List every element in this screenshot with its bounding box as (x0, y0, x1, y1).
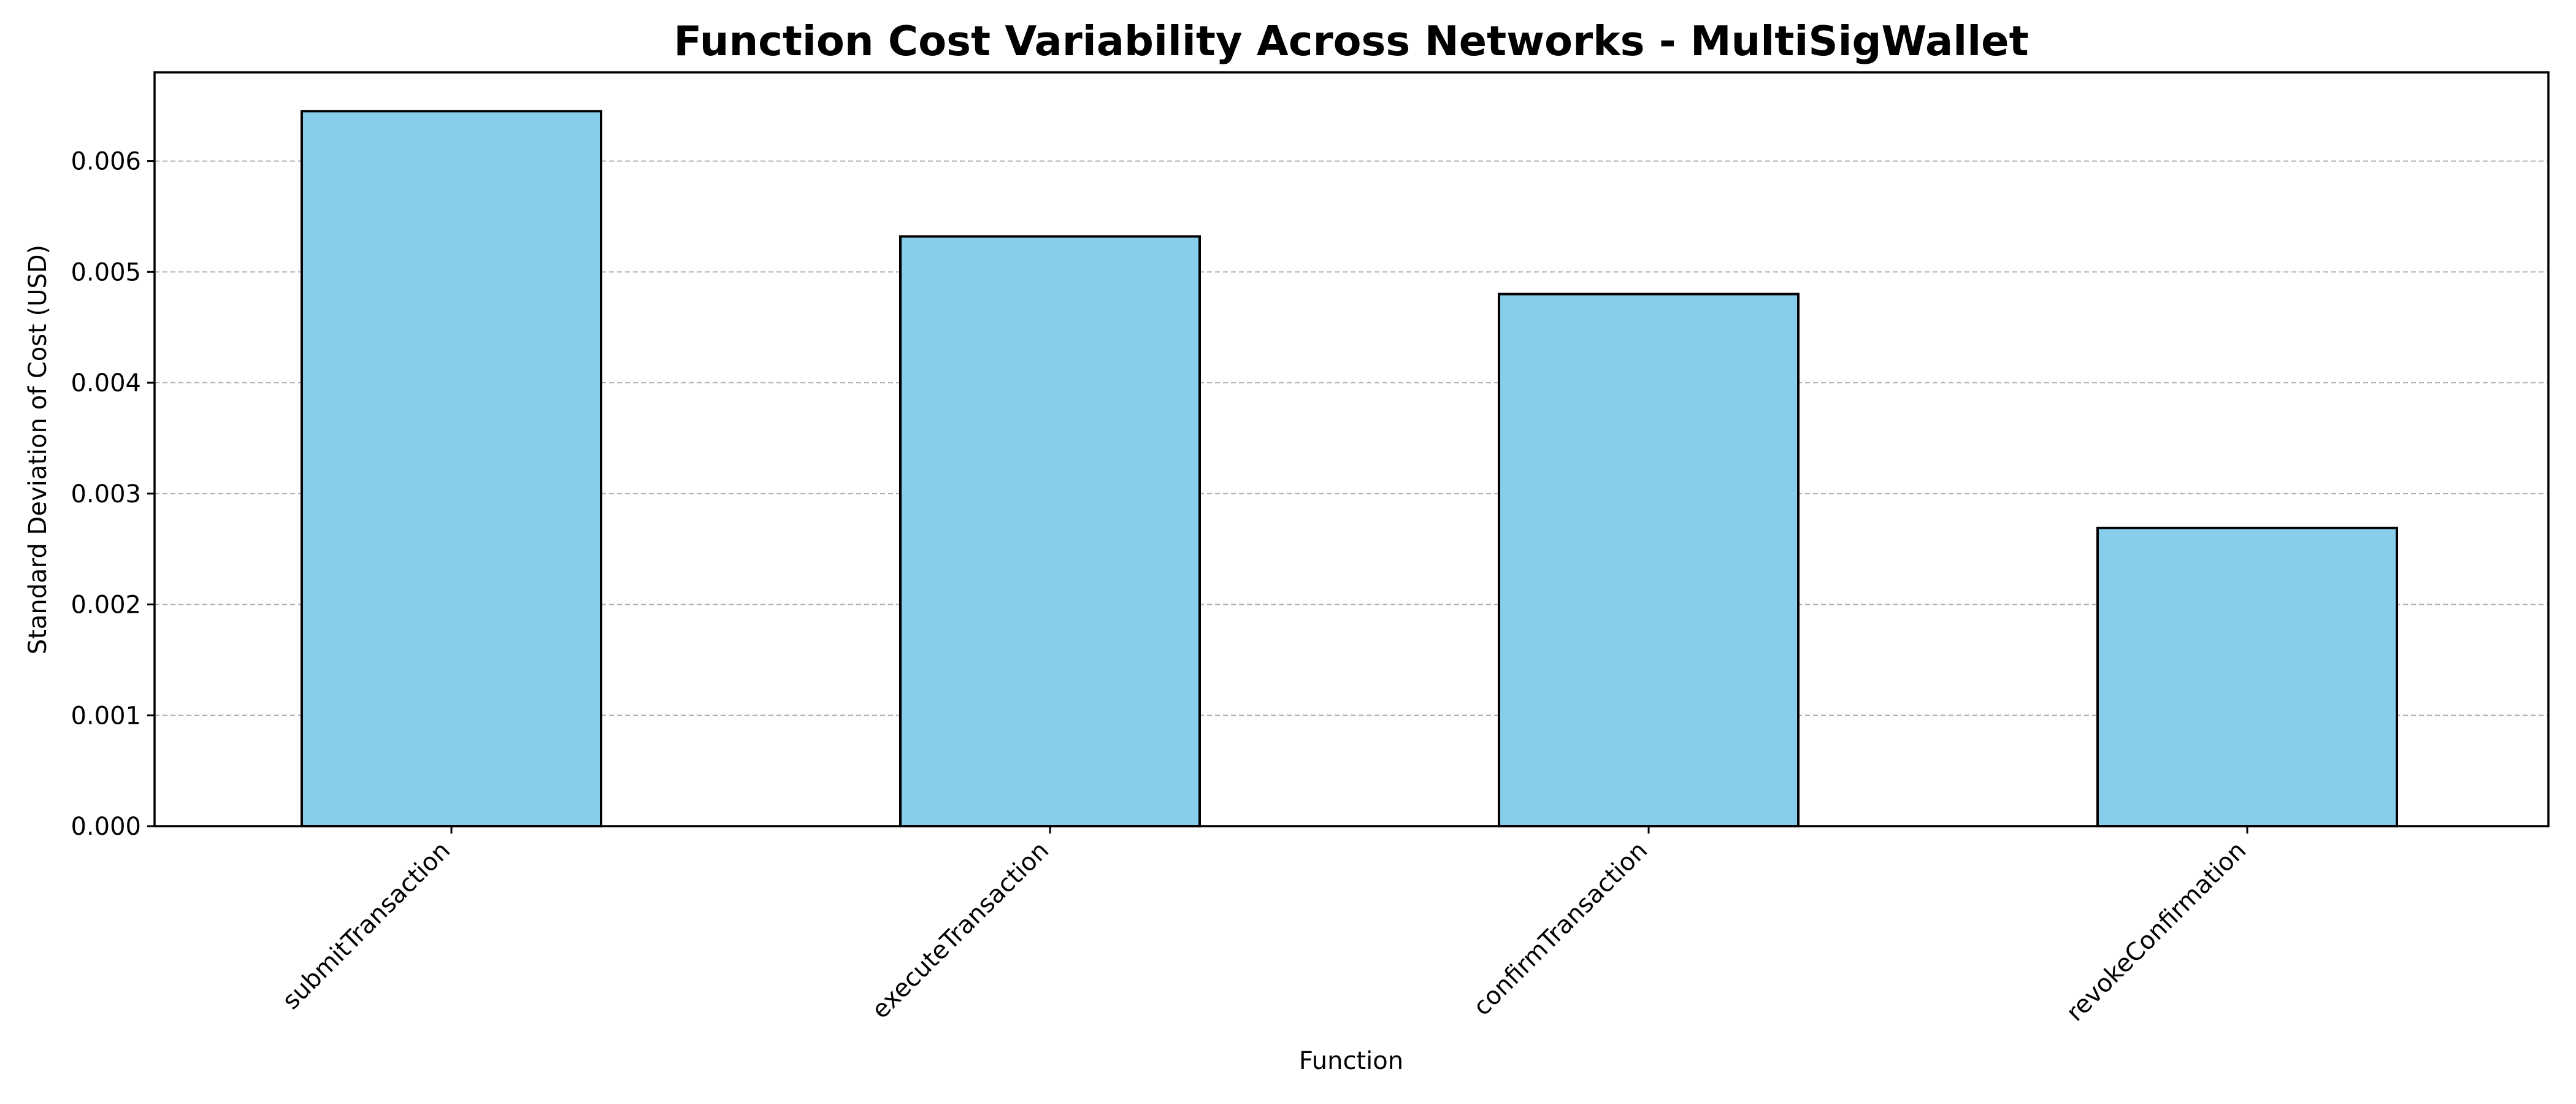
x-tick-label: revokeConfirmation (2061, 837, 2252, 1027)
y-tick-label: 0.005 (71, 258, 141, 286)
bar-confirmTransaction (1498, 293, 1800, 827)
bar-revokeConfirmation (2096, 526, 2398, 828)
y-axis: 0.000 0.001 0.002 0.003 0.004 0.005 0.006 (71, 148, 155, 841)
y-tick-label: 0.002 (71, 591, 141, 619)
y-tick-label: 0.000 (71, 813, 141, 841)
bar-executeTransaction (899, 235, 1201, 827)
x-tick-label: submitTransaction (277, 837, 456, 1015)
x-axis-label: Function (1299, 1047, 1403, 1075)
y-tick-label: 0.001 (71, 702, 141, 730)
y-axis-label: Standard Deviation of Cost (USD) (24, 245, 52, 654)
plot-frame (153, 71, 2550, 827)
y-tick-label: 0.004 (71, 369, 141, 397)
x-tick-label: confirmTransaction (1468, 837, 1653, 1022)
chart-title: Function Cost Variability Across Network… (673, 17, 2028, 65)
x-axis: submitTransaction executeTransaction confi… (277, 826, 2252, 1027)
bar-submitTransaction (301, 110, 602, 828)
x-tick-label: executeTransaction (867, 837, 1054, 1024)
bars (301, 110, 2398, 828)
y-tick-label: 0.006 (71, 148, 141, 176)
y-tick-label: 0.003 (71, 480, 141, 508)
